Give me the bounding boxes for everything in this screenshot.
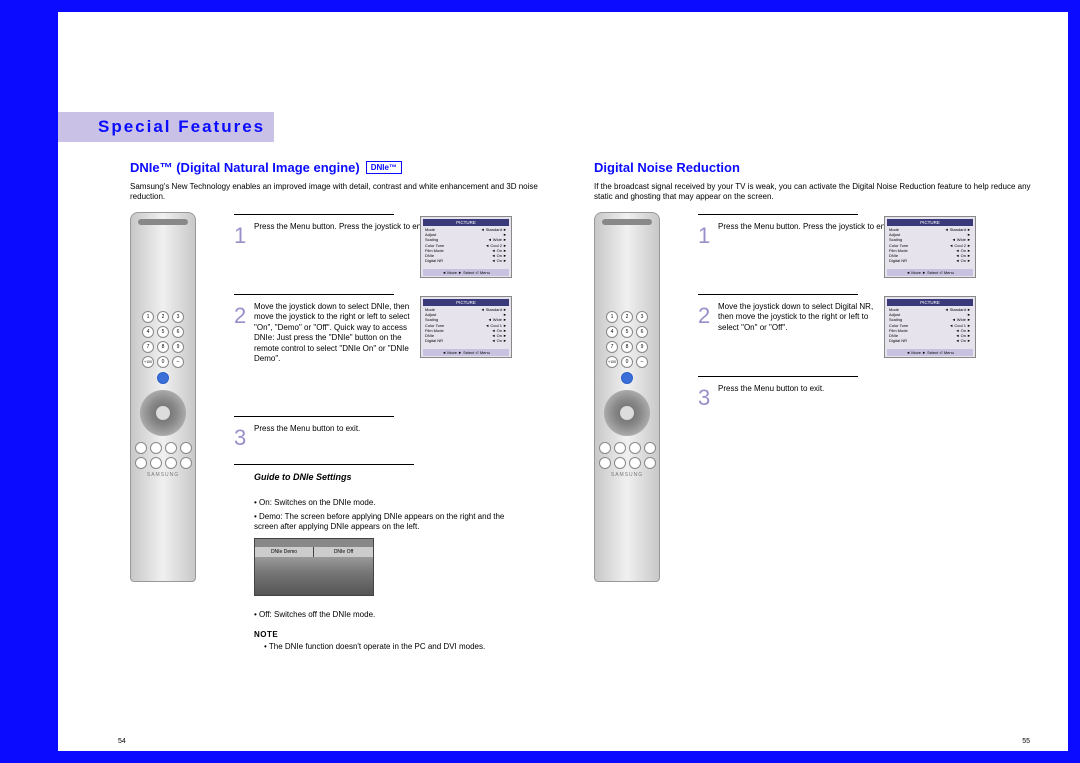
remote-btn: 0 [157,356,169,368]
step-number: 3 [698,384,710,413]
note-item: The DNIe function doesn't operate in the… [264,642,534,652]
step-text: Press the Menu button. Press the joystic… [254,222,432,231]
step-2: 2 Move the joystick down to select DNIe,… [254,302,414,364]
remote-btn [644,457,656,469]
section-title-dnie: DNIe™ (Digital Natural Image engine) DNI… [130,160,402,175]
remote-btn: 3 [636,311,648,323]
guide-item: Demo: The screen before applying DNIe ap… [254,512,514,533]
remote-brand: SAMSUNG [131,472,195,478]
step-2: 2 Move the joystick down to select Digit… [718,302,878,333]
guide-title: Guide to DNIe Settings [254,472,352,482]
guide-item: On: Switches on the DNIe mode. [254,498,514,508]
osd-title: PICTURE [887,299,973,306]
remote-btn [135,457,147,469]
page-right: Digital Noise Reduction If the broadcast… [594,12,1054,751]
remote-control: 1 2 3 4 5 6 7 8 9 +100 0 – [130,212,196,582]
section-title-text: Digital Noise Reduction [594,160,740,175]
step-number: 1 [698,222,710,251]
osd-title: PICTURE [423,299,509,306]
step-3: 3 Press the Menu button to exit. [718,384,1018,394]
remote-btn: – [636,356,648,368]
osd-screenshot-2: PICTURE Mode◄ Standard ► Adjust► Scaling… [884,296,976,358]
remote-btn [165,442,177,454]
remote-btn: 6 [172,326,184,338]
step-3: 3 Press the Menu button to exit. [254,424,554,434]
remote-btn [150,457,162,469]
remote-btn: 7 [606,341,618,353]
page-number-left: 54 [118,738,126,745]
remote-brand: SAMSUNG [595,472,659,478]
osd-footer: ◄ Move ► Select ⏎ Menu [423,349,509,356]
remote-btn: 2 [157,311,169,323]
osd-title: PICTURE [887,219,973,226]
remote-keypad: 1 2 3 4 5 6 7 8 9 +100 0 – [131,311,195,384]
remote-btn: 9 [636,341,648,353]
remote-btn: 3 [172,311,184,323]
step-number: 3 [234,424,246,453]
demo-label-right: DNIe Off [314,547,373,557]
remote-btn [629,442,641,454]
page-number-right: 55 [1022,738,1030,745]
osd-footer: ◄ Move ► Select ⏎ Menu [423,269,509,276]
remote-btn: 0 [621,356,633,368]
step-text: Press the Menu button to exit. [254,424,360,433]
intro-text: If the broadcast signal received by your… [594,182,1034,203]
step-text: Press the Menu button to exit. [718,384,824,393]
remote-btn: 1 [142,311,154,323]
remote-btn: 2 [621,311,633,323]
remote-joystick [604,390,650,436]
section-title-dnr: Digital Noise Reduction [594,160,740,175]
remote-keypad: 1 2 3 4 5 6 7 8 9 +100 0 – [595,311,659,384]
step-number: 1 [234,222,246,251]
osd-footer: ◄ Move ► Select ⏎ Menu [887,269,973,276]
remote-btn: 9 [172,341,184,353]
guide-item: Off: Switches off the DNIe mode. [254,610,514,620]
remote-btn: +100 [606,356,618,368]
remote-btn [644,442,656,454]
remote-btn [180,457,192,469]
step-text: Move the joystick down to select DNIe, t… [254,302,410,363]
step-number: 2 [698,302,710,331]
osd-screenshot-2: PICTURE Mode◄ Standard ► Adjust► Scaling… [420,296,512,358]
remote-control: 1 2 3 4 5 6 7 8 9 +100 0 – [594,212,660,582]
demo-label-left: DNIe Demo [255,547,314,557]
remote-btn [135,442,147,454]
remote-btn: 1 [606,311,618,323]
osd-screenshot-1: PICTURE Mode◄ Standard ► Adjust► Scaling… [884,216,976,278]
remote-btn [180,442,192,454]
osd-footer: ◄ Move ► Select ⏎ Menu [887,349,973,356]
remote-btn: 5 [157,326,169,338]
remote-btn: 8 [621,341,633,353]
remote-btn: 6 [636,326,648,338]
page-left: DNIe™ (Digital Natural Image engine) DNI… [94,12,554,751]
note-label: NOTE [254,630,278,639]
remote-btn: 8 [157,341,169,353]
remote-btn [599,457,611,469]
remote-btn: 4 [606,326,618,338]
remote-btn: 7 [142,341,154,353]
intro-text: Samsung's New Technology enables an impr… [130,182,550,203]
step-text: Press the Menu button. Press the joystic… [718,222,896,231]
remote-menu-btn [157,372,169,384]
manual-spread: Special Features DNIe™ (Digital Natural … [58,12,1068,751]
remote-menu-btn [621,372,633,384]
remote-joystick [140,390,186,436]
remote-btn [165,457,177,469]
remote-btn: +100 [142,356,154,368]
section-title-text: DNIe™ (Digital Natural Image engine) [130,160,360,175]
remote-btn: 4 [142,326,154,338]
dnie-demo-image: DNIe Demo DNIe Off [254,538,374,596]
dnie-badge: DNIe™ [366,161,402,174]
remote-btn [614,457,626,469]
osd-title: PICTURE [423,219,509,226]
remote-btn [150,442,162,454]
osd-screenshot-1: PICTURE Mode◄ Standard ► Adjust► Scaling… [420,216,512,278]
remote-btn [614,442,626,454]
step-text: Move the joystick down to select Digital… [718,302,873,332]
remote-btn: – [172,356,184,368]
remote-btn [599,442,611,454]
remote-btn: 5 [621,326,633,338]
remote-btn [629,457,641,469]
step-number: 2 [234,302,246,331]
